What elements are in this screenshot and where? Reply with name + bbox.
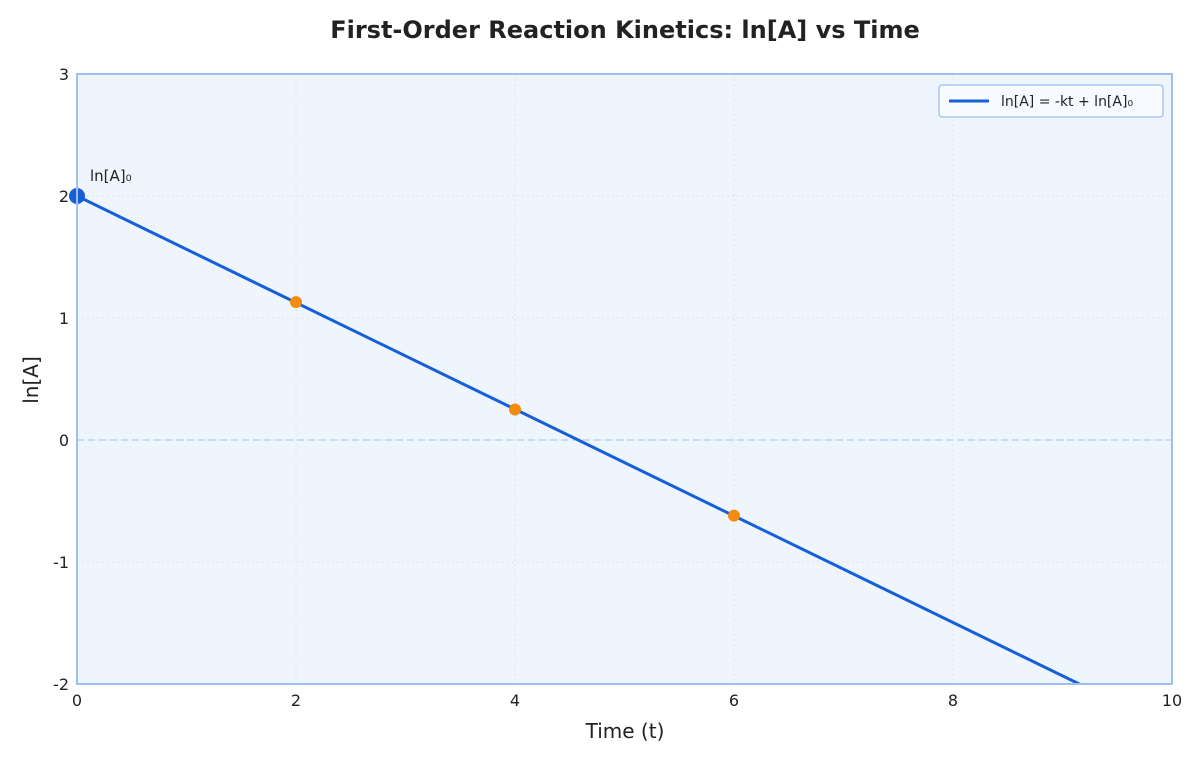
y-tick-label: -2 bbox=[53, 675, 69, 694]
x-tick-label: 8 bbox=[948, 691, 958, 710]
data-point bbox=[509, 403, 521, 416]
chart-title: First-Order Reaction Kinetics: ln[A] vs … bbox=[330, 16, 920, 44]
x-tick-label: 0 bbox=[72, 691, 82, 710]
y-tick-label: -1 bbox=[53, 553, 69, 572]
legend-box bbox=[938, 84, 1164, 118]
y-tick-label: 3 bbox=[59, 65, 69, 84]
legend: ln[A] = -kt + ln[A]₀ bbox=[938, 84, 1164, 118]
plot-area bbox=[77, 74, 1172, 684]
series-layer bbox=[77, 194, 1083, 684]
x-axis-label: Time (t) bbox=[585, 719, 665, 743]
y-tick-label: 2 bbox=[59, 187, 69, 206]
x-tick-label: 4 bbox=[510, 691, 520, 710]
data-point bbox=[728, 509, 740, 522]
x-tick-label: 6 bbox=[729, 691, 739, 710]
x-axis-ticks: 0 2 4 6 8 10 bbox=[72, 691, 1182, 710]
y-tick-label: 1 bbox=[59, 309, 69, 328]
y-axis-ticks: -2 -1 0 1 2 3 bbox=[53, 65, 69, 694]
y-axis-label: ln[A] bbox=[19, 356, 43, 404]
legend-label: ln[A] = -kt + ln[A]₀ bbox=[1001, 94, 1133, 110]
plot-frame bbox=[76, 73, 1173, 685]
x-tick-label: 2 bbox=[291, 691, 301, 710]
y-tick-label: 0 bbox=[59, 431, 69, 450]
data-point bbox=[290, 296, 302, 309]
intercept-annotation: ln[A]₀ bbox=[90, 167, 132, 185]
marker-layer bbox=[69, 188, 740, 522]
series-line bbox=[77, 194, 1083, 684]
x-tick-label: 10 bbox=[1162, 691, 1182, 710]
